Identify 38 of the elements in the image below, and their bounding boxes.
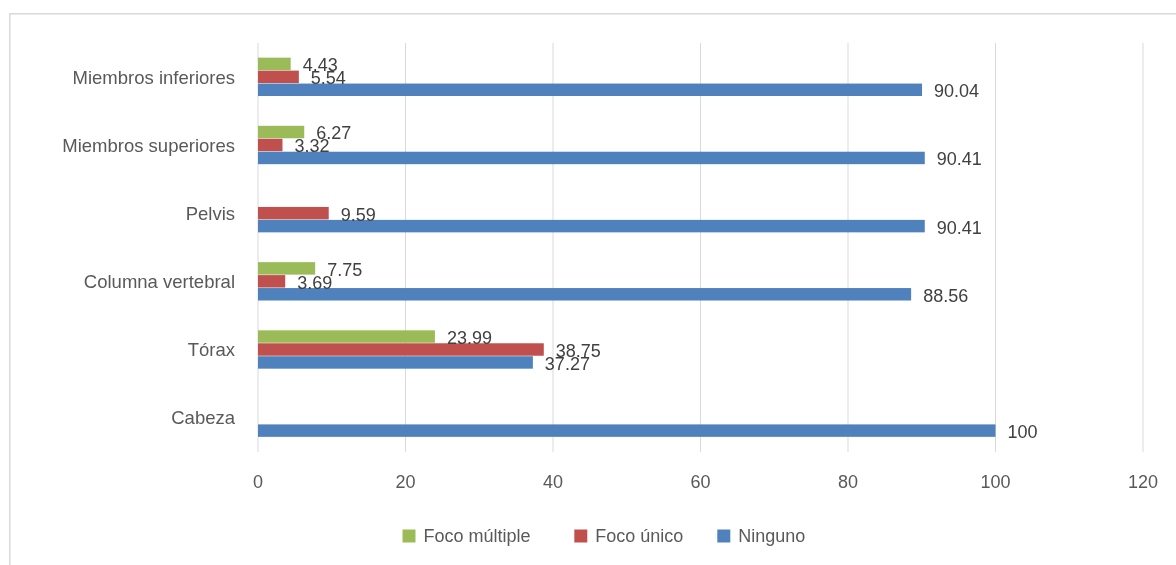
legend-label: Foco único: [595, 526, 684, 547]
bar: [258, 70, 299, 84]
bar: [258, 125, 305, 139]
data-label: 100: [1007, 422, 1038, 443]
bar: [258, 151, 925, 165]
bar: [258, 57, 291, 71]
bar: [258, 424, 996, 437]
x-tick-label: 20: [395, 472, 416, 492]
bar: [258, 343, 544, 356]
bar: [258, 206, 329, 220]
x-tick-label: 120: [1127, 472, 1159, 492]
y-tick-label: Columna vertebral: [83, 271, 235, 293]
bar: [258, 288, 912, 301]
y-tick-label: Pelvis: [185, 202, 235, 224]
bar: [258, 262, 316, 275]
x-tick-label: 60: [690, 472, 711, 492]
data-label: 90.41: [936, 149, 982, 170]
legend-label: Foco múltiple: [423, 526, 531, 547]
y-tick-label: Miembros superiores: [62, 134, 235, 156]
y-tick-label: Cabeza: [171, 407, 236, 429]
bar: [258, 275, 286, 288]
data-label: 23.99: [446, 328, 492, 348]
x-tick-label: 40: [542, 472, 564, 492]
y-tick-label: Miembros inferiores: [72, 66, 235, 88]
x-tick-label: 100: [980, 472, 1011, 492]
bar: [258, 138, 283, 152]
data-label: 90.41: [936, 217, 982, 238]
bar: [258, 219, 925, 233]
data-label: 90.04: [934, 81, 980, 102]
x-tick-label: 80: [837, 472, 859, 492]
data-label: 88.56: [923, 285, 969, 306]
y-tick-label: Tórax: [187, 339, 236, 361]
x-tick-label: 0: [252, 472, 264, 492]
legend-label: Ninguno: [738, 526, 806, 547]
bar: [258, 356, 533, 369]
data-label: 9.59: [340, 204, 376, 225]
bar: [258, 330, 435, 343]
bar: [258, 83, 923, 97]
